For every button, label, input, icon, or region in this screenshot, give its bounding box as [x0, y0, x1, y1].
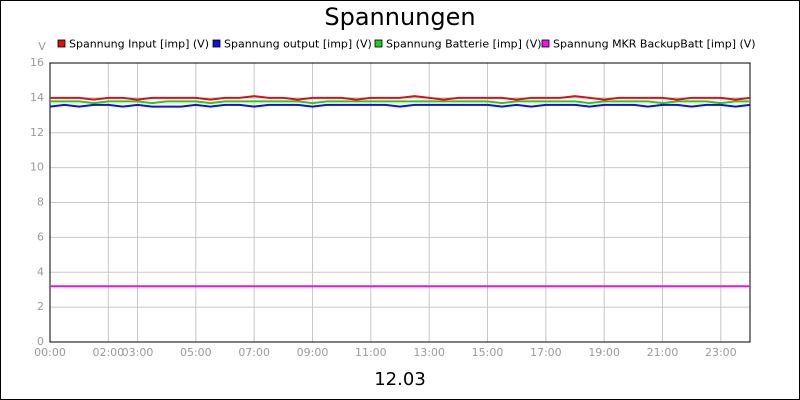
- x-tick-label: 15:00: [472, 346, 504, 359]
- y-tick-label: 4: [37, 265, 44, 278]
- y-axis-label: V: [38, 40, 46, 53]
- y-tick-label: 6: [37, 230, 44, 243]
- x-tick-label: 07:00: [238, 346, 270, 359]
- x-tick-label: 19:00: [588, 346, 620, 359]
- legend-swatch: [541, 39, 550, 48]
- x-tick-label: 21:00: [647, 346, 679, 359]
- y-tick-label: 8: [37, 196, 44, 209]
- x-tick-label: 00:00: [34, 346, 66, 359]
- x-tick-label: 03:00: [122, 346, 154, 359]
- x-tick-label: 13:00: [413, 346, 445, 359]
- x-tick-label: 05:00: [180, 346, 212, 359]
- plot-border: [49, 62, 751, 343]
- chart-title: Spannungen: [324, 3, 475, 31]
- legend-swatch: [374, 39, 383, 48]
- legend-swatch: [212, 39, 221, 48]
- y-tick-label: 16: [30, 56, 44, 69]
- y-tick-label: 14: [30, 91, 44, 104]
- legend-label: Spannung output [imp] (V): [224, 38, 372, 51]
- series-line: [50, 95, 751, 101]
- x-tick-label: 02:00: [92, 346, 124, 359]
- x-tick-label: 17:00: [530, 346, 562, 359]
- legend-label: Spannung MKR BackupBatt [imp] (V): [553, 38, 756, 51]
- legend-label: Spannung Input [imp] (V): [69, 38, 209, 51]
- y-tick-label: 10: [30, 161, 44, 174]
- x-tick-label: 23:00: [705, 346, 737, 359]
- legend-swatch: [57, 39, 66, 48]
- y-tick-label: 2: [37, 300, 44, 313]
- y-tick-label: 12: [30, 126, 44, 139]
- series-line: [50, 100, 750, 105]
- series-line: [49, 103, 751, 108]
- x-tick-label: 09:00: [297, 346, 329, 359]
- y-tick-label: 0: [37, 335, 44, 348]
- legend-label: Spannung Batterie [imp] (V): [386, 38, 542, 51]
- x-tick-label: 11:00: [355, 346, 387, 359]
- x-axis-label: 12.03: [374, 369, 426, 390]
